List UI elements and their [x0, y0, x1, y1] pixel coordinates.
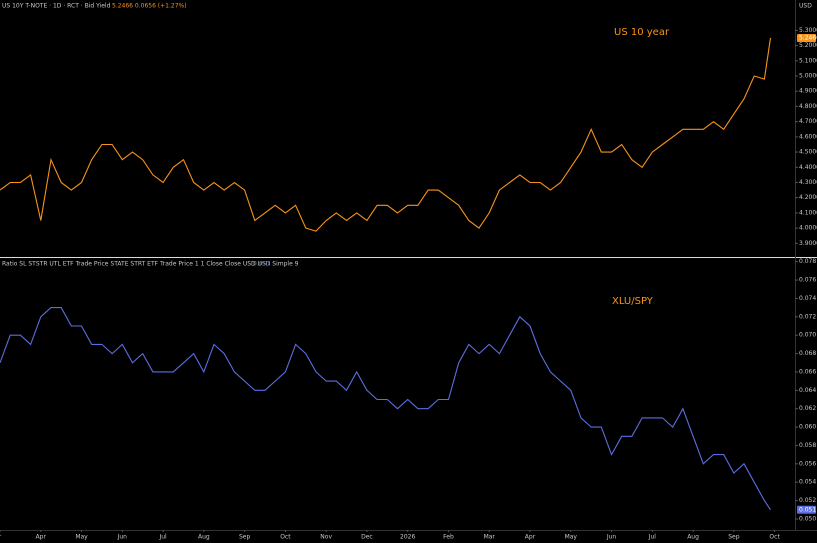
x-tick-label: Oct: [769, 534, 780, 541]
x-tick-label: May: [565, 534, 578, 541]
y-tick-label: 0.050: [799, 515, 816, 522]
y-tick-label: 0.078: [799, 258, 816, 265]
annotation: US 10 year: [614, 27, 670, 38]
y-tick-label: 0.074: [799, 295, 816, 302]
x-tick-label: Jul: [648, 534, 657, 541]
x-tick-label: 2026: [400, 534, 415, 541]
y-tick-label: 0.058: [799, 442, 816, 449]
y-tick-label: 4.8000: [799, 103, 817, 110]
x-tick-label: Apr: [36, 534, 47, 541]
legend-values: 0.051: [253, 261, 270, 268]
y-tick-label: 5.1000: [799, 57, 817, 64]
y-tick-label: 0.054: [799, 479, 816, 486]
y-tick-label: 4.6000: [799, 133, 817, 140]
x-tick-label: Aug: [198, 534, 210, 541]
legend-values: 5.2466 0.0656 (+1.27%): [112, 3, 187, 10]
y-tick-label: 4.3000: [799, 179, 817, 186]
y-tick-label: 4.0000: [799, 225, 817, 232]
y-tick-label: 5.2000: [799, 42, 817, 49]
line-series: [0, 307, 771, 511]
y-tick-label: 0.056: [799, 460, 816, 467]
price-tag-box: [797, 34, 816, 43]
x-tick-label: Dec: [361, 534, 373, 541]
annotation: XLU/SPY: [612, 296, 654, 307]
y-tick-label: 4.4000: [799, 164, 817, 171]
x-tick-label: Oct: [280, 534, 291, 541]
x-tick-label: Feb: [443, 534, 454, 541]
y-tick-label: 0.064: [799, 387, 816, 394]
y-tick-label: 4.5000: [799, 149, 817, 156]
pane-title: US 10Y T-NOTE · 1D · RCT · Bid Yield: [2, 3, 111, 10]
x-tick-label: Jun: [606, 534, 617, 541]
y-tick-label: 3.9000: [799, 240, 817, 247]
y-tick-label: 0.066: [799, 368, 816, 375]
y-tick-label: 4.7000: [799, 118, 817, 125]
y-tick-label: 4.9000: [799, 88, 817, 95]
y-tick-label: 0.072: [799, 313, 816, 320]
y-tick-label: 0.070: [799, 332, 816, 339]
y-tick-label: 0.068: [799, 350, 816, 357]
y-tick-label: 5.0000: [799, 73, 817, 80]
y-tick-label: 0.062: [799, 405, 816, 412]
y-tick-label: 0.052: [799, 497, 816, 504]
pane-title: Ratio SL STSTR UTL ETF Trade Price STATE…: [2, 261, 299, 268]
x-tick-label: Nov: [320, 534, 332, 541]
x-tick-label: May: [75, 534, 88, 541]
price-tag: 5.2466: [799, 35, 817, 42]
x-tick-label: Aug: [687, 534, 699, 541]
currency: USD: [799, 3, 812, 10]
line-series: [0, 37, 772, 232]
x-tick-label: r: [0, 534, 2, 541]
y-tick-label: 4.1000: [799, 209, 817, 216]
x-tick-label: Sep: [728, 534, 740, 541]
price-tag: 0.051: [799, 506, 816, 513]
x-tick-label: Mar: [484, 534, 496, 541]
x-tick-label: Sep: [239, 534, 251, 541]
y-tick-label: 4.2000: [799, 194, 817, 201]
x-tick-label: Jul: [158, 534, 167, 541]
y-tick-label: 5.3000: [799, 27, 817, 34]
x-tick-label: Apr: [525, 534, 536, 541]
price-tag-box: [797, 505, 816, 514]
x-tick-label: Jun: [117, 534, 128, 541]
y-tick-label: 0.060: [799, 424, 816, 431]
y-tick-label: 0.076: [799, 277, 816, 284]
